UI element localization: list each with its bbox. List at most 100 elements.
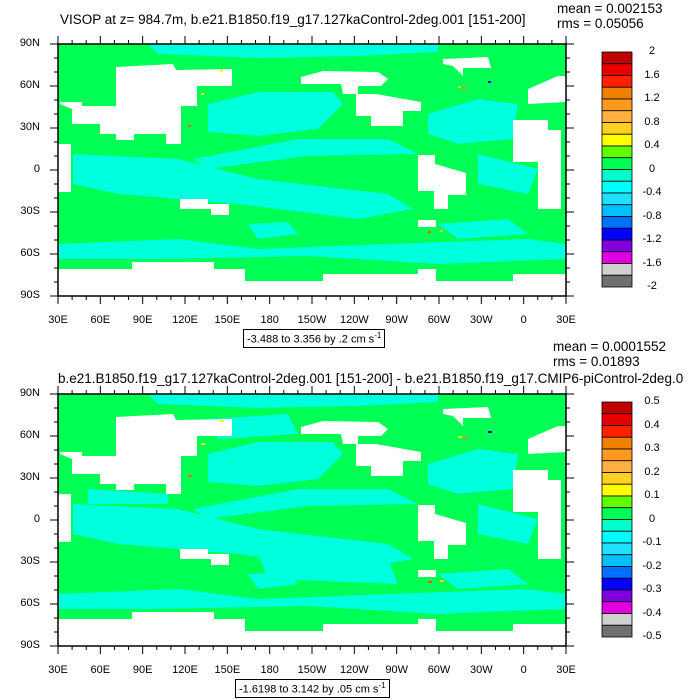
contour-region-cyan: [88, 489, 168, 504]
colorbar-label: 1.2: [644, 92, 660, 104]
colorbar-label: 0: [648, 512, 656, 525]
land-mask: [418, 570, 436, 577]
colorbar-label: -0.4: [642, 606, 662, 619]
contour-speck: [488, 81, 491, 83]
contour-range-text: -3.488 to 3.356 by .2 cm s: [247, 333, 375, 346]
lon-label: 120E: [172, 664, 198, 676]
lat-label: 30S: [20, 205, 40, 217]
contour-region-cyan: [148, 44, 438, 58]
colorbar-box: [601, 192, 633, 206]
contour-speck: [428, 231, 431, 233]
contour-speck: [201, 93, 204, 95]
contour-range-text: -1.6198 to 3.142 by .05 cm s: [239, 683, 379, 696]
colorbar-box: [601, 495, 633, 509]
contour-region-cyan: [148, 394, 438, 408]
contour-region-cyan: [73, 154, 413, 219]
colorbar-box: [601, 227, 633, 241]
lon-label: 150E: [214, 314, 241, 326]
lon-label: 60E: [90, 314, 111, 326]
contour-region-cyan: [58, 239, 566, 264]
land-mask: [58, 612, 566, 646]
colorbar-label: -0.3: [642, 583, 662, 595]
colorbar-box: [601, 274, 633, 288]
contour-speck: [440, 580, 444, 582]
colorbar-box: [601, 204, 633, 217]
land-mask: [58, 494, 71, 542]
contour-speck: [463, 437, 467, 439]
lat-label: 60S: [20, 247, 40, 259]
colorbar-label: 0: [648, 162, 656, 175]
land-mask: [528, 76, 566, 104]
colorbar-box: [601, 122, 633, 135]
colorbar-box: [601, 448, 633, 462]
lon-label: 150E: [214, 664, 241, 676]
lon-label: 30E: [556, 314, 576, 326]
colorbar-box: [601, 589, 633, 603]
colorbar-label: 0.5: [644, 395, 660, 407]
land-mask: [60, 64, 232, 144]
colorbar-label: -2: [647, 280, 657, 292]
contour-speck: [188, 125, 191, 127]
colorbar-box: [601, 169, 633, 182]
colorbar-label: 0.4: [644, 139, 660, 151]
colorbar-box: [601, 413, 633, 426]
colorbar-box: [601, 542, 633, 556]
colorbar-box: [601, 507, 633, 520]
colorbar-box: [601, 251, 633, 264]
colorbar-box: [601, 86, 633, 100]
lat-label: 30N: [19, 121, 40, 133]
lat-label: 30S: [20, 555, 40, 567]
lon-label: 30E: [48, 314, 68, 326]
land-mask: [528, 426, 566, 454]
colorbar-label: 0.8: [644, 115, 660, 128]
lon-label: 120E: [172, 314, 198, 326]
contour-region-cyan: [258, 554, 398, 584]
rms-value: rms = 0.01893: [553, 354, 640, 369]
colorbar-box: [601, 566, 633, 579]
land-mask: [301, 71, 421, 126]
land-mask: [443, 57, 491, 76]
lat-label: 90S: [20, 639, 40, 651]
lon-label: 60W: [427, 314, 451, 326]
lat-label: 0: [33, 163, 40, 175]
contour-region-cyan: [248, 222, 298, 239]
colorbar-label: -0.4: [642, 186, 662, 198]
contour-map-panel-2: [50, 386, 574, 654]
land-mask: [418, 220, 436, 227]
colorbar-label: -1.6: [642, 256, 662, 269]
unit-exponent: -1: [378, 681, 386, 690]
contour-speck: [201, 443, 205, 445]
lon-label: 90E: [132, 314, 153, 326]
contour-region-cyan: [193, 139, 418, 169]
contour-speck: [488, 431, 492, 433]
colorbar-box: [601, 460, 633, 473]
colorbar-box: [601, 613, 633, 626]
colorbar-box: [601, 216, 633, 229]
contour-region-cyan: [58, 589, 566, 614]
colorbar-box: [601, 98, 633, 112]
lon-label: 120W: [339, 314, 369, 326]
colorbar-label: -0.1: [642, 536, 662, 548]
contour-speck: [188, 475, 192, 477]
colorbar-box: [601, 425, 633, 438]
plot-title: VISOP at z= 984.7m, b.e21.B1850.f19_g17.…: [60, 12, 526, 27]
lon-label: 150W: [297, 314, 327, 326]
lon-label: 60W: [427, 664, 451, 676]
colorbar-label: 0.1: [644, 489, 660, 501]
land-mask: [180, 199, 229, 215]
lat-label: 90N: [19, 387, 40, 399]
colorbar-box: [601, 239, 633, 253]
contour-speck: [220, 70, 223, 72]
contour-region-cyan: [438, 569, 528, 589]
lon-label: 180: [260, 314, 279, 326]
lat-label: 0: [33, 513, 40, 525]
contour-region-cyan: [208, 442, 343, 486]
lon-label: 120W: [339, 664, 369, 676]
lon-label: 90W: [385, 664, 408, 676]
colorbar: [601, 51, 633, 288]
colorbar-box: [601, 577, 633, 591]
lat-label: 60N: [19, 429, 40, 441]
colorbar-box: [601, 145, 633, 159]
contour-speck: [440, 230, 443, 232]
